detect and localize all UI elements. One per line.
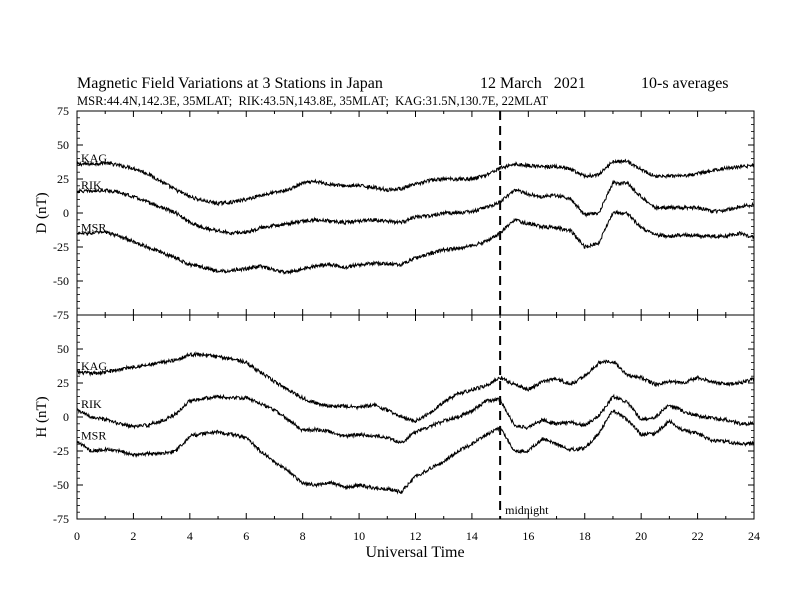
series-label-kag: KAG — [81, 359, 107, 373]
midnight-label: midnight — [505, 503, 549, 517]
x-tick-label: 4 — [187, 529, 193, 543]
y-tick-label: 0 — [63, 206, 69, 220]
series-label-rik: RIK — [81, 178, 102, 192]
d-series-group: KAG RIK MSR — [76, 151, 755, 275]
figure-date: 12 March 2021 — [480, 75, 586, 92]
series-label-msr: MSR — [81, 428, 106, 442]
h-series-group: KAG RIK MSR — [76, 351, 755, 495]
y-tick-label: 50 — [57, 342, 69, 356]
x-tick-label: 16 — [522, 529, 534, 543]
y-tick-label: -25 — [53, 444, 69, 458]
x-tick-label: 8 — [300, 529, 306, 543]
x-tick-label: 22 — [692, 529, 704, 543]
x-tick-label: 12 — [410, 529, 422, 543]
y-tick-label: 25 — [57, 376, 69, 390]
y-tick-label: 50 — [57, 138, 69, 152]
y-tick-label: -50 — [53, 478, 69, 492]
x-tick-label: 10 — [353, 529, 365, 543]
h-y-axis: 50 25 0 -25 -50 -75 — [53, 314, 755, 526]
x-tick-label: 6 — [243, 529, 249, 543]
series-line-kag — [76, 351, 755, 424]
y-tick-label: -75 — [53, 512, 69, 526]
x-tick-label: 20 — [635, 529, 647, 543]
d-axis-label: D (nT) — [34, 192, 50, 233]
x-tick-label: 24 — [748, 529, 760, 543]
y-tick-label: -25 — [53, 240, 69, 254]
d-y-axis: 75 50 25 0 -25 -50 -75 — [53, 104, 755, 322]
y-tick-label: -75 — [53, 308, 69, 322]
averaging-label: 10-s averages — [641, 75, 729, 92]
figure-title: Magnetic Field Variations at 3 Stations … — [77, 75, 383, 92]
x-tick-label: 14 — [466, 529, 478, 543]
series-label-rik: RIK — [81, 397, 102, 411]
y-tick-label: 25 — [57, 172, 69, 186]
series-line-msr — [76, 209, 755, 275]
x-tick-label: 2 — [130, 529, 136, 543]
x-axis: 0 2 4 6 8 10 12 14 16 18 20 22 24 — [74, 529, 760, 543]
y-tick-label: 0 — [63, 410, 69, 424]
y-tick-label: 75 — [57, 104, 69, 118]
h-axis-label: H (nT) — [34, 396, 50, 437]
series-line-msr — [76, 409, 755, 495]
series-label-kag: KAG — [81, 151, 107, 165]
series-line-rik — [76, 393, 755, 444]
series-line-kag — [76, 158, 755, 207]
series-label-msr: MSR — [81, 220, 106, 234]
series-line-rik — [76, 179, 755, 236]
stations-line: MSR:44.4N,142.3E, 35MLAT; RIK:43.5N,143.… — [77, 94, 549, 108]
x-axis-label: Universal Time — [365, 544, 464, 561]
y-tick-label: -50 — [53, 274, 69, 288]
x-tick-label: 0 — [74, 529, 80, 543]
x-tick-label: 18 — [579, 529, 591, 543]
